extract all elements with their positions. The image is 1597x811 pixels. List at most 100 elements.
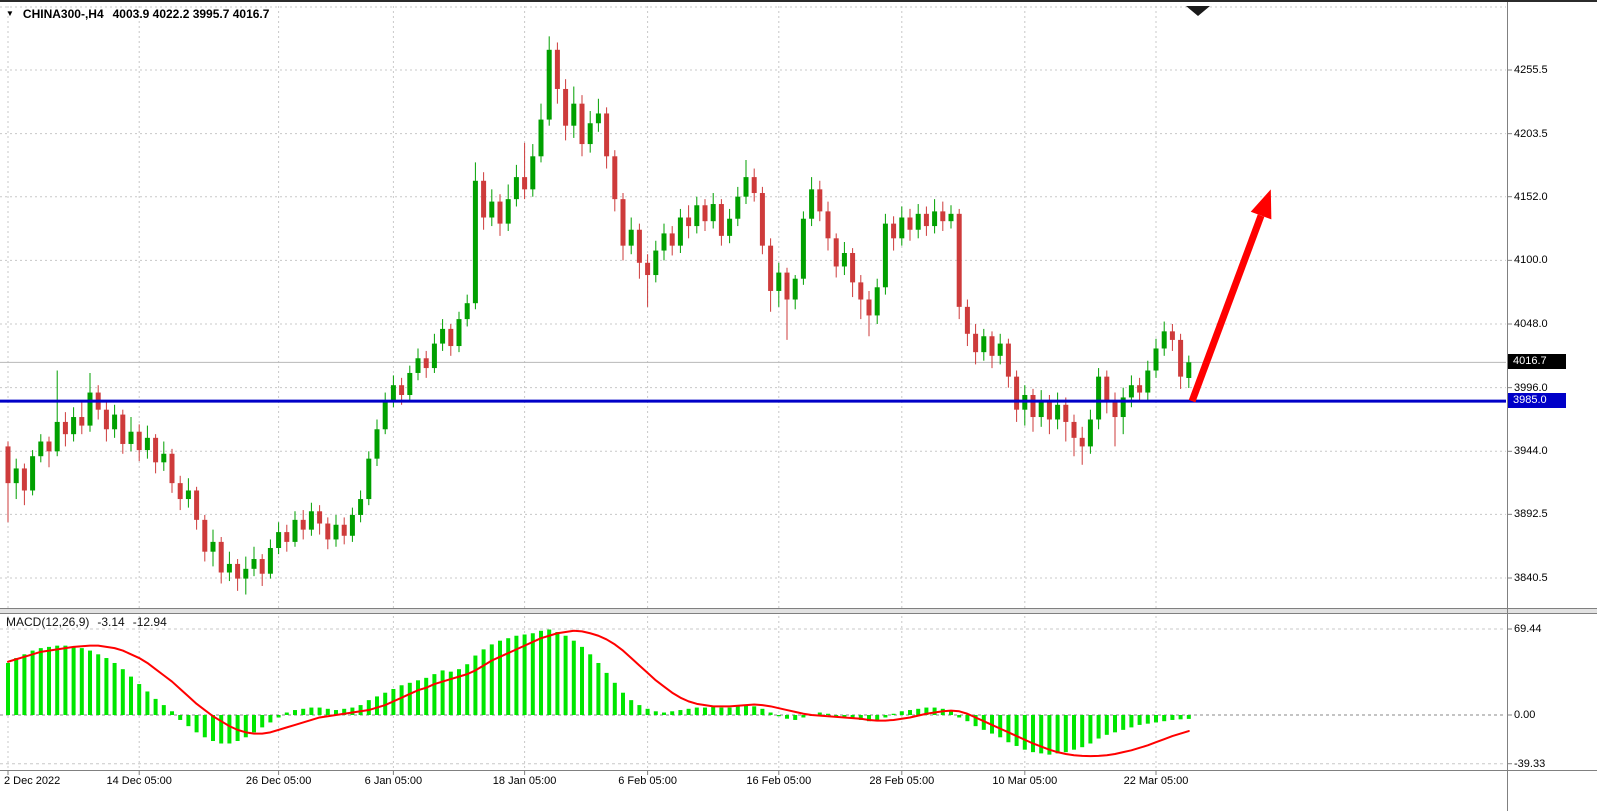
macd-bar — [1039, 715, 1044, 754]
macd-bar — [489, 644, 494, 715]
macd-bar — [776, 715, 781, 717]
candle-body-up — [505, 199, 511, 224]
candle-body-down — [79, 417, 85, 426]
candle-body-up — [981, 336, 987, 353]
macd-main-value: -3.14 — [97, 615, 125, 629]
candle-body-down — [751, 177, 757, 194]
macd-bar — [120, 669, 125, 715]
macd-bar — [293, 710, 297, 715]
macd-bar — [1154, 715, 1158, 723]
trend-arrow[interactable] — [1188, 189, 1272, 403]
candle-body-down — [923, 213, 929, 227]
candle-body-up — [948, 213, 954, 222]
candle-body-up — [1096, 376, 1102, 420]
candle-body-up — [882, 223, 888, 288]
candle-body-up — [349, 514, 355, 536]
symbol-dropdown-icon[interactable]: ▼ — [6, 9, 14, 18]
candle-body-up — [382, 401, 388, 430]
candle-body-up — [464, 303, 470, 320]
macd-bar — [1137, 715, 1142, 725]
macd-bar — [826, 713, 830, 715]
macd-bar — [137, 684, 142, 715]
candle-body-down — [497, 201, 503, 224]
macd-bar — [678, 710, 683, 715]
candle-body-down — [1079, 437, 1085, 447]
macd-bar — [358, 705, 363, 715]
candle-body-down — [636, 229, 642, 263]
candle-body-up — [472, 180, 478, 304]
price-axis[interactable]: 4255.5 4203.5 4152.0 4100.0 4048.0 3996.0 3944… — [1507, 2, 1597, 811]
time-tick-label: 10 Mar 05:00 — [992, 775, 1058, 787]
macd-bar — [744, 705, 748, 715]
candle-body-down — [645, 262, 651, 276]
candle-body-down — [612, 156, 618, 200]
candle-body-up — [694, 205, 700, 227]
macd-bar — [407, 682, 412, 715]
macd-bar — [793, 715, 798, 720]
macd-bar — [891, 713, 896, 715]
candle-body-up — [932, 211, 938, 227]
macd-bar — [957, 715, 962, 718]
macd-bar — [276, 715, 281, 718]
candle-body-down — [1104, 376, 1110, 402]
candle-body-up — [792, 278, 798, 300]
candle-body-down — [522, 177, 528, 190]
candle-series — [5, 36, 1192, 595]
current-price-badge: 4016.7 — [1508, 354, 1566, 370]
macd-bar — [817, 712, 822, 715]
macd-bar — [514, 635, 519, 715]
macd-bar — [1104, 715, 1109, 735]
candle-body-up — [54, 421, 60, 452]
macd-bar — [694, 707, 699, 715]
candle-body-up — [456, 319, 462, 347]
candle-body-down — [907, 217, 913, 230]
macd-bar — [1186, 715, 1191, 719]
macd-bar — [547, 629, 552, 715]
time-axis[interactable]: 2 Dec 2022 14 Dec 05:00 26 Dec 05:00 6 Jan … — [0, 771, 1507, 801]
candle-body-down — [784, 272, 790, 300]
candle-body-up — [1161, 331, 1167, 349]
candle-body-down — [1063, 404, 1069, 422]
macd-bar — [448, 671, 453, 715]
candle-body-down — [1112, 401, 1118, 418]
macd-bar — [219, 715, 224, 744]
macd-bar — [719, 707, 724, 715]
price-tick-label: 4100.0 — [1514, 254, 1548, 267]
macd-bar — [153, 698, 158, 715]
candle-body-up — [530, 156, 536, 190]
macd-bar — [973, 715, 978, 727]
macd-bar — [6, 662, 10, 715]
time-tick-label: 14 Dec 05:00 — [106, 775, 172, 787]
macd-bar — [867, 715, 871, 722]
macd-bar — [22, 654, 27, 715]
candle-body-down — [858, 282, 864, 300]
candle-body-up — [513, 177, 519, 200]
time-tick-label: 22 Mar 05:00 — [1123, 775, 1189, 787]
macd-bar — [1129, 715, 1134, 728]
candle-body-up — [587, 123, 593, 145]
candle-body-down — [1014, 376, 1020, 410]
macd-bar — [30, 650, 35, 715]
candle-body-down — [21, 468, 27, 491]
candle-body-down — [563, 88, 569, 126]
macd-bar — [227, 715, 232, 744]
macd-bar — [211, 715, 215, 742]
macd-bar — [63, 645, 68, 715]
candle-body-up — [71, 417, 77, 435]
macd-bar — [194, 715, 199, 733]
time-tick-label: 6 Feb 05:00 — [618, 775, 677, 787]
candle-body-up — [366, 458, 372, 500]
macd-bar — [309, 707, 314, 715]
candle-body-up — [546, 49, 552, 120]
macd-bar — [325, 708, 330, 715]
time-tick-label: 26 Dec 05:00 — [245, 775, 312, 787]
macd-bar — [79, 648, 84, 715]
candle-body-down — [481, 180, 487, 218]
time-tick-label: 28 Feb 05:00 — [869, 775, 935, 787]
macd-bar — [112, 662, 117, 715]
macd-bar — [924, 707, 929, 715]
candle-body-down — [989, 336, 995, 356]
